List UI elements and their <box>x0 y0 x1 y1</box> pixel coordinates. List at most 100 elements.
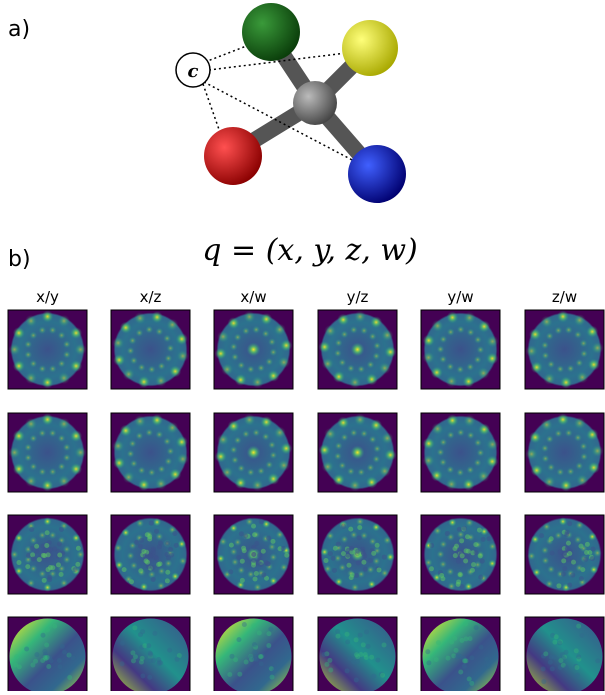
noise <box>357 535 362 540</box>
spot <box>229 524 237 532</box>
noise <box>284 553 289 558</box>
noise <box>565 530 570 535</box>
noise <box>580 567 585 572</box>
spot <box>252 376 264 388</box>
noise <box>469 655 474 660</box>
spot <box>381 432 393 444</box>
spot <box>437 448 445 456</box>
spot <box>49 468 57 476</box>
noise <box>37 557 42 562</box>
spot <box>486 438 498 450</box>
noise <box>122 567 127 572</box>
noise <box>139 538 144 543</box>
spot <box>439 335 447 343</box>
spot <box>15 567 23 575</box>
spot <box>138 466 146 474</box>
noise <box>30 552 35 557</box>
spot <box>322 461 334 473</box>
spot <box>351 583 359 591</box>
spot <box>70 430 82 442</box>
noise <box>478 575 483 580</box>
noise <box>436 640 441 645</box>
spot <box>269 451 277 459</box>
spot <box>541 419 553 431</box>
noise <box>480 559 485 564</box>
noise <box>44 643 49 648</box>
spot <box>423 334 435 346</box>
spot <box>565 326 573 334</box>
noise <box>25 564 30 569</box>
spot <box>228 317 240 329</box>
noise <box>62 650 67 655</box>
noise <box>14 654 19 659</box>
noise <box>42 649 47 654</box>
noise <box>377 567 382 572</box>
spot <box>269 348 277 356</box>
spot <box>439 355 447 363</box>
spot <box>262 330 270 338</box>
spot <box>423 455 435 467</box>
spot <box>437 550 445 558</box>
noise <box>239 531 244 536</box>
spot <box>280 563 288 571</box>
noise <box>335 629 340 634</box>
spot <box>533 568 541 576</box>
spot <box>546 332 554 340</box>
spot <box>586 326 598 338</box>
noise <box>346 563 351 568</box>
spot <box>556 365 564 373</box>
noise <box>452 546 457 551</box>
noise <box>17 664 22 669</box>
spot <box>267 370 279 382</box>
spot <box>29 565 37 573</box>
atom-label: c <box>188 61 199 82</box>
spot <box>334 349 342 357</box>
spot <box>354 414 366 426</box>
noise <box>560 652 565 657</box>
spot <box>29 360 37 368</box>
spot <box>42 377 54 389</box>
noise <box>129 579 134 584</box>
spot <box>541 455 549 463</box>
spot <box>49 365 57 373</box>
spot <box>463 375 475 387</box>
noise <box>149 521 154 526</box>
noise <box>355 549 360 554</box>
noise <box>464 548 469 553</box>
spot <box>130 357 138 365</box>
noise <box>371 551 376 556</box>
column-label: y/w <box>447 288 473 306</box>
spot <box>368 580 376 588</box>
spot <box>260 313 272 325</box>
noise <box>361 642 366 647</box>
spot <box>456 365 464 373</box>
noise <box>236 637 241 642</box>
noise <box>240 559 245 564</box>
spot <box>379 362 391 374</box>
noise <box>579 633 584 638</box>
spot <box>237 566 245 574</box>
spot <box>447 582 455 590</box>
spot <box>554 429 562 437</box>
spot <box>63 351 71 359</box>
noise <box>57 658 62 663</box>
noise <box>361 560 366 565</box>
spot <box>177 453 189 465</box>
spot <box>386 553 394 561</box>
column-label: x/z <box>140 288 162 306</box>
noise <box>147 534 152 539</box>
noise <box>541 679 546 684</box>
noise <box>471 562 476 567</box>
noise <box>333 546 338 551</box>
spot <box>42 311 54 323</box>
spot <box>349 376 361 388</box>
spot <box>257 467 265 475</box>
spot <box>527 552 535 560</box>
noise <box>425 649 430 654</box>
spot <box>464 582 472 590</box>
noise <box>120 641 125 646</box>
spot <box>590 565 598 573</box>
spot <box>439 438 447 446</box>
spot <box>265 461 273 469</box>
spot <box>529 328 541 340</box>
